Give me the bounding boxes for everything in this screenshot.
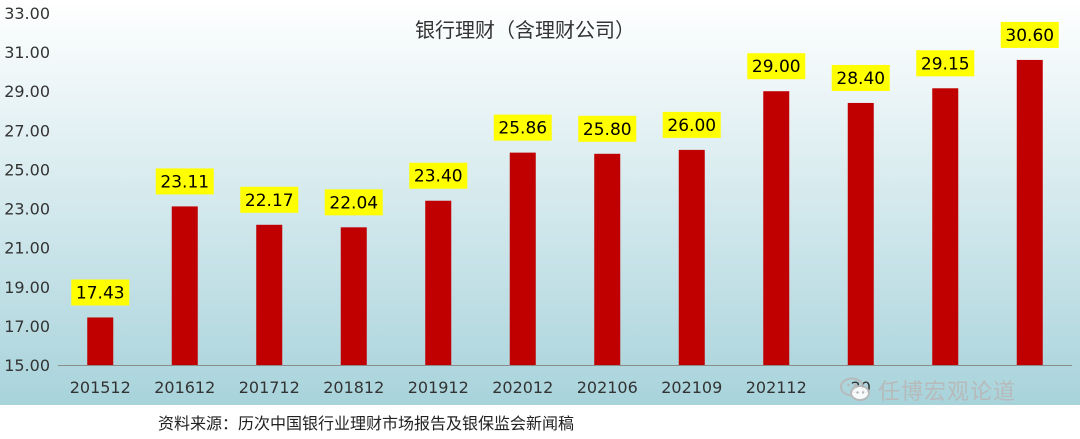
- bar: [340, 227, 367, 365]
- y-tick-label: 33.00: [4, 4, 50, 23]
- data-label-background: [155, 168, 214, 195]
- data-label-background: [324, 189, 383, 216]
- bar: [256, 224, 283, 365]
- y-tick-label: 21.00: [4, 239, 50, 258]
- data-label: 25.80: [583, 120, 632, 140]
- y-tick-label: 25.00: [4, 160, 50, 179]
- data-label: 28.40: [836, 69, 885, 89]
- bar: [1016, 59, 1043, 365]
- y-tick-label: 27.00: [4, 121, 50, 140]
- data-label-background: [747, 53, 806, 80]
- x-tick-label: 202109: [661, 378, 722, 397]
- bar: [171, 206, 198, 365]
- data-label: 30.60: [1005, 26, 1054, 46]
- bar: [594, 153, 621, 365]
- bars: 17.43 23.11 22.17 22.04 23.40 25.86 25.80 26.00…: [71, 21, 1059, 366]
- source-note: 资料来源：历次中国银行业理财市场报告及银保监会新闻稿: [158, 414, 575, 433]
- y-tick-label: 19.00: [4, 278, 50, 297]
- x-tick-label: 201612: [154, 378, 215, 397]
- data-label-background: [409, 162, 468, 189]
- data-label: 23.40: [414, 167, 463, 187]
- bar: [847, 102, 874, 365]
- x-tick-label: 201712: [239, 378, 300, 397]
- data-label-background: [578, 115, 637, 142]
- bar: [932, 88, 959, 366]
- data-label-background: [662, 111, 721, 138]
- data-label: 22.17: [245, 191, 294, 211]
- chart-title: 银行理财（含理财公司）: [415, 18, 635, 42]
- data-label-background: [71, 279, 130, 306]
- x-tick-label: 202106: [577, 378, 638, 397]
- y-axis: 15.00 17.00 19.00 21.00 23.00 25.00 27.00 29.00…: [4, 4, 50, 375]
- data-label-background: [1000, 21, 1059, 48]
- data-label-background: [493, 114, 552, 141]
- x-axis: 201512 201612 201712 201812 201912 202012 2021…: [58, 365, 1072, 397]
- x-tick-label: 201912: [408, 378, 469, 397]
- data-label: 29.00: [752, 57, 801, 77]
- bar: [425, 200, 452, 365]
- data-label: 26.00: [667, 116, 716, 136]
- y-tick-label: 31.00: [4, 43, 50, 62]
- bar: [509, 152, 536, 365]
- x-tick-label: 201512: [70, 378, 131, 397]
- data-label: 25.86: [498, 119, 547, 139]
- x-tick-label: 201812: [323, 378, 384, 397]
- bar: [678, 149, 705, 365]
- y-tick-label: 23.00: [4, 200, 50, 219]
- bar: [763, 91, 790, 365]
- data-label: 29.15: [921, 54, 970, 74]
- data-label-background: [916, 50, 975, 77]
- y-tick-label: 29.00: [4, 82, 50, 101]
- data-label: 17.43: [76, 283, 125, 303]
- data-label-background: [831, 64, 890, 91]
- data-label: 23.11: [160, 172, 209, 192]
- x-tick-label: 20: [851, 378, 871, 397]
- x-tick-label: 202012: [492, 378, 553, 397]
- y-tick-label: 15.00: [4, 356, 50, 375]
- data-label-background: [240, 186, 299, 213]
- bar: [87, 317, 114, 365]
- y-tick-label: 17.00: [4, 317, 50, 336]
- x-tick-label: 202112: [746, 378, 807, 397]
- data-label: 22.04: [329, 193, 378, 213]
